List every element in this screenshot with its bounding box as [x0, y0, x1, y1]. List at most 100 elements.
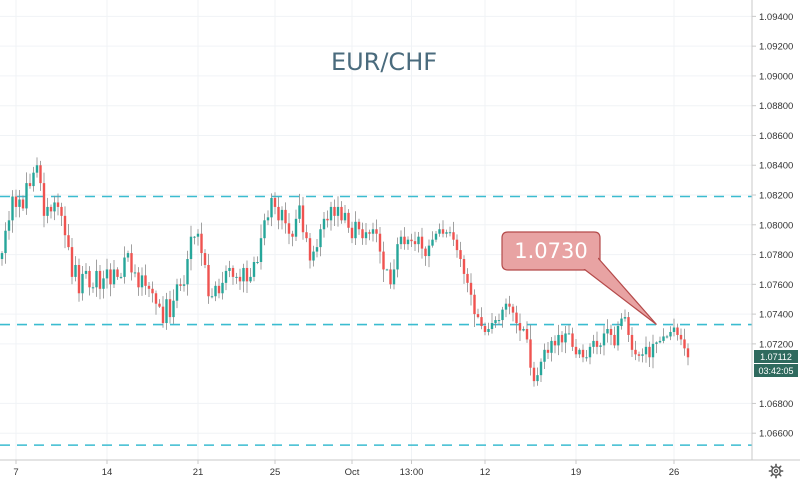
candle-body: [627, 317, 630, 335]
candle-body: [308, 238, 312, 261]
candle-body: [368, 232, 371, 234]
candle-body: [361, 229, 364, 239]
candle-body: [641, 354, 644, 356]
candle-body: [21, 199, 25, 209]
candle-body: [84, 270, 88, 274]
candle-body: [315, 247, 319, 252]
candle-body: [105, 269, 109, 279]
candle-body: [679, 334, 683, 340]
candle-body: [550, 340, 553, 353]
current-price-tag-bg: [754, 350, 798, 363]
candle-body: [602, 333, 606, 346]
candle-body: [599, 345, 602, 347]
candle-body: [487, 328, 490, 332]
x-tick-label: 12: [480, 467, 491, 478]
candle-body: [557, 334, 560, 346]
x-tick-label: 21: [193, 467, 204, 478]
current-price-tag: 1.07112: [754, 350, 798, 363]
candle-body: [245, 267, 249, 282]
candle-body: [392, 269, 396, 285]
candle-body: [504, 303, 508, 310]
candle-body: [238, 276, 242, 282]
candle-body: [119, 276, 123, 278]
candle-body: [532, 367, 536, 382]
candle-body: [67, 235, 70, 248]
x-tick-label: Oct: [345, 467, 360, 478]
countdown-tag: 03:42:05: [754, 364, 798, 377]
y-axis[interactable]: 1.09400 1.09200 1.09000 1.08800 1.08600 1.084…: [752, 12, 793, 440]
candle-body: [0, 253, 4, 260]
candle-body: [301, 205, 305, 233]
candle-body: [515, 312, 518, 324]
candle-body: [126, 253, 130, 258]
candle-body: [452, 232, 455, 240]
candle-body: [406, 239, 410, 245]
countdown-tag-bg: [754, 364, 798, 377]
candle-body: [371, 229, 375, 234]
candle-body: [77, 264, 81, 294]
candle-body: [546, 349, 550, 353]
candle-body: [480, 317, 483, 327]
candle-body: [140, 275, 144, 288]
candle-body: [427, 245, 431, 257]
candle-body: [644, 346, 648, 355]
candle-body: [462, 259, 466, 274]
candle-body: [249, 276, 252, 282]
y-tick-label: 1.07600: [759, 280, 793, 291]
candle-body: [175, 284, 179, 301]
candle-body: [168, 299, 172, 318]
price-callout: 1.0730: [501, 231, 657, 326]
candle-body: [378, 233, 382, 252]
candle-body: [53, 202, 56, 212]
candle-body: [389, 269, 392, 285]
candle-body: [683, 339, 686, 349]
y-tick-label: 1.07200: [759, 339, 793, 350]
candle-body: [385, 269, 389, 271]
candle-body: [193, 236, 196, 238]
candle-body: [63, 215, 67, 236]
candle-body: [280, 209, 284, 221]
candle-body: [32, 172, 35, 187]
callout-joint: [583, 257, 598, 269]
candle-body: [210, 296, 214, 298]
candle-body: [655, 342, 658, 344]
candle-body: [14, 196, 18, 207]
candle-body: [147, 285, 151, 289]
candle-body: [116, 269, 119, 277]
candle-body: [466, 273, 469, 283]
y-tick-label: 1.08400: [759, 161, 793, 172]
candle-body: [564, 333, 567, 343]
candle-body: [396, 244, 399, 270]
candle-body: [273, 197, 277, 207]
candle-body: [319, 229, 322, 248]
current-price-label: 1.07112: [760, 352, 792, 362]
candle-body: [413, 241, 417, 245]
x-tick-label: 13:00: [400, 467, 424, 478]
candle-body: [431, 239, 434, 246]
candle-body: [18, 199, 21, 207]
candle-body: [438, 229, 441, 234]
candle-body: [284, 209, 287, 224]
candle-body: [60, 206, 63, 216]
candle-body: [326, 218, 329, 221]
candle-body: [364, 232, 368, 239]
candle-body: [291, 233, 294, 237]
candle-body: [592, 340, 595, 347]
candle-body: [42, 183, 46, 216]
candle-body: [221, 282, 224, 294]
candle-body: [333, 206, 336, 216]
candle-body: [298, 205, 301, 219]
settings-gear-icon[interactable]: [768, 463, 784, 479]
candle-body: [417, 236, 420, 245]
candle-body: [536, 375, 539, 382]
candle-body: [182, 284, 186, 286]
candle-body: [658, 340, 662, 343]
candle-body: [336, 206, 340, 216]
candle-body: [459, 250, 462, 260]
candle-body: [81, 273, 84, 294]
x-axis[interactable]: 7 14 21 25 Oct 13:00 12 19 26: [13, 460, 679, 478]
candle-body: [616, 326, 620, 346]
candle-body: [490, 323, 494, 329]
candle-body: [46, 206, 49, 216]
